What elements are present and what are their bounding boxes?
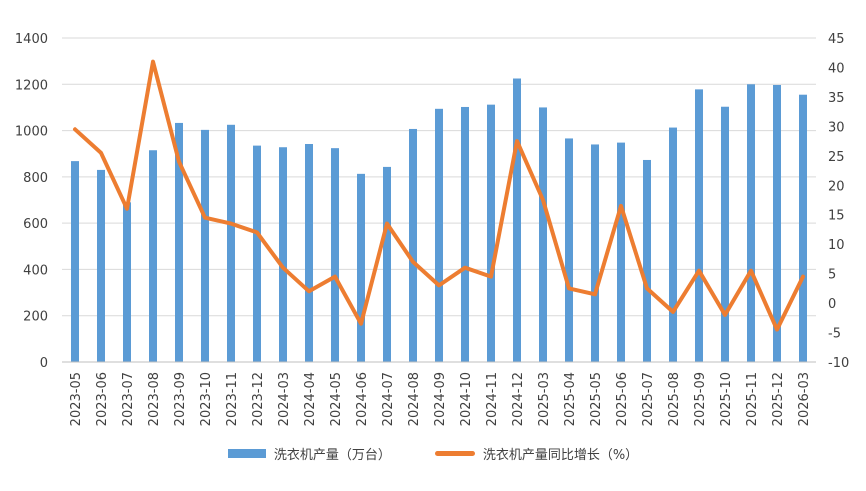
bar (747, 84, 755, 362)
x-tick-label: 2024-12 (511, 372, 526, 426)
bar (721, 107, 729, 362)
x-tick-label: 2025-03 (537, 372, 552, 426)
left-tick-label: 800 (23, 171, 48, 186)
x-tick-label: 2025-05 (589, 372, 604, 426)
x-tick-label: 2024-09 (433, 372, 448, 426)
left-tick-label: 1200 (15, 78, 48, 93)
bar (305, 144, 313, 362)
bar (409, 129, 417, 362)
x-tick-label: 2024-10 (459, 372, 474, 426)
right-axis: -10 -5 0 5 10 15 20 25 30 35 40 45 (828, 32, 849, 371)
legend-swatch-line (435, 451, 475, 456)
bar (565, 138, 573, 362)
x-tick-label: 2023-05 (69, 372, 84, 426)
bar-series (71, 79, 807, 363)
bar (643, 160, 651, 362)
bar (383, 167, 391, 362)
bar (227, 125, 235, 362)
x-tick-label: 2024-08 (407, 372, 422, 426)
right-tick-label: 30 (828, 120, 845, 135)
x-tick-label: 2023-11 (225, 372, 240, 426)
x-tick-label: 2026-03 (797, 372, 812, 426)
bar (253, 146, 261, 362)
legend-swatch-bar (228, 449, 266, 458)
bar (669, 128, 677, 362)
left-tick-label: 0 (40, 356, 48, 371)
x-tick-label: 2025-11 (745, 372, 760, 426)
left-tick-label: 200 (23, 310, 48, 325)
right-tick-label: 20 (828, 179, 845, 194)
left-tick-label: 400 (23, 263, 48, 278)
right-tick-label: 15 (828, 209, 845, 224)
right-tick-label: 25 (828, 150, 845, 165)
left-tick-label: 1400 (15, 32, 48, 47)
legend-label-bar: 洗衣机产量（万台） (274, 444, 391, 463)
left-tick-label: 1000 (15, 125, 48, 140)
x-tick-label: 2024-07 (381, 372, 396, 426)
right-tick-label: -10 (828, 356, 849, 371)
bar (799, 95, 807, 362)
legend-item-line: 洗衣机产量同比增长（%） (435, 444, 638, 463)
bar (97, 170, 105, 362)
x-tick-label: 2023-10 (199, 372, 214, 426)
left-tick-label: 600 (23, 217, 48, 232)
left-axis: 0 200 400 600 800 1000 1200 1400 (15, 32, 48, 371)
right-tick-label: 45 (828, 32, 845, 47)
bar (279, 147, 287, 362)
right-tick-label: 40 (828, 61, 845, 76)
bar (435, 109, 443, 362)
bar (591, 144, 599, 362)
x-axis: 2023-05 2023-06 2023-07 2023-08 2023-09 2023-… (62, 362, 816, 426)
bar (513, 79, 521, 363)
bar (149, 150, 157, 362)
legend-item-bar: 洗衣机产量（万台） (228, 444, 391, 463)
bar (695, 89, 703, 362)
legend-label-line: 洗衣机产量同比增长（%） (483, 444, 638, 463)
x-tick-label: 2023-06 (95, 372, 110, 426)
x-tick-label: 2025-04 (563, 372, 578, 426)
x-tick-label: 2025-09 (693, 372, 708, 426)
x-tick-label: 2023-08 (147, 372, 162, 426)
x-tick-label: 2024-11 (485, 372, 500, 426)
x-tick-label: 2024-04 (303, 372, 318, 426)
right-tick-label: -5 (828, 327, 841, 342)
bar (461, 107, 469, 362)
bar (123, 202, 131, 362)
x-tick-label: 2025-10 (719, 372, 734, 426)
bar (71, 161, 79, 362)
bar (539, 107, 547, 362)
x-tick-label: 2024-06 (355, 372, 370, 426)
x-tick-label: 2025-12 (771, 372, 786, 426)
right-tick-label: 35 (828, 91, 845, 106)
right-tick-label: 0 (828, 297, 836, 312)
x-tick-label: 2024-03 (277, 372, 292, 426)
x-tick-label: 2025-07 (641, 372, 656, 426)
bar (487, 105, 495, 362)
x-tick-label: 2023-07 (121, 372, 136, 426)
bar (357, 174, 365, 362)
bar (617, 143, 625, 362)
x-tick-label: 2025-08 (667, 372, 682, 426)
right-tick-label: 5 (828, 268, 836, 283)
bar (201, 130, 209, 362)
x-tick-label: 2024-05 (329, 372, 344, 426)
x-tick-label: 2025-06 (615, 372, 630, 426)
x-tick-label: 2023-09 (173, 372, 188, 426)
x-tick-label: 2023-12 (251, 372, 266, 426)
bar (331, 148, 339, 362)
right-tick-label: 10 (828, 238, 845, 253)
legend: 洗衣机产量（万台） 洗衣机产量同比增长（%） (0, 444, 866, 463)
